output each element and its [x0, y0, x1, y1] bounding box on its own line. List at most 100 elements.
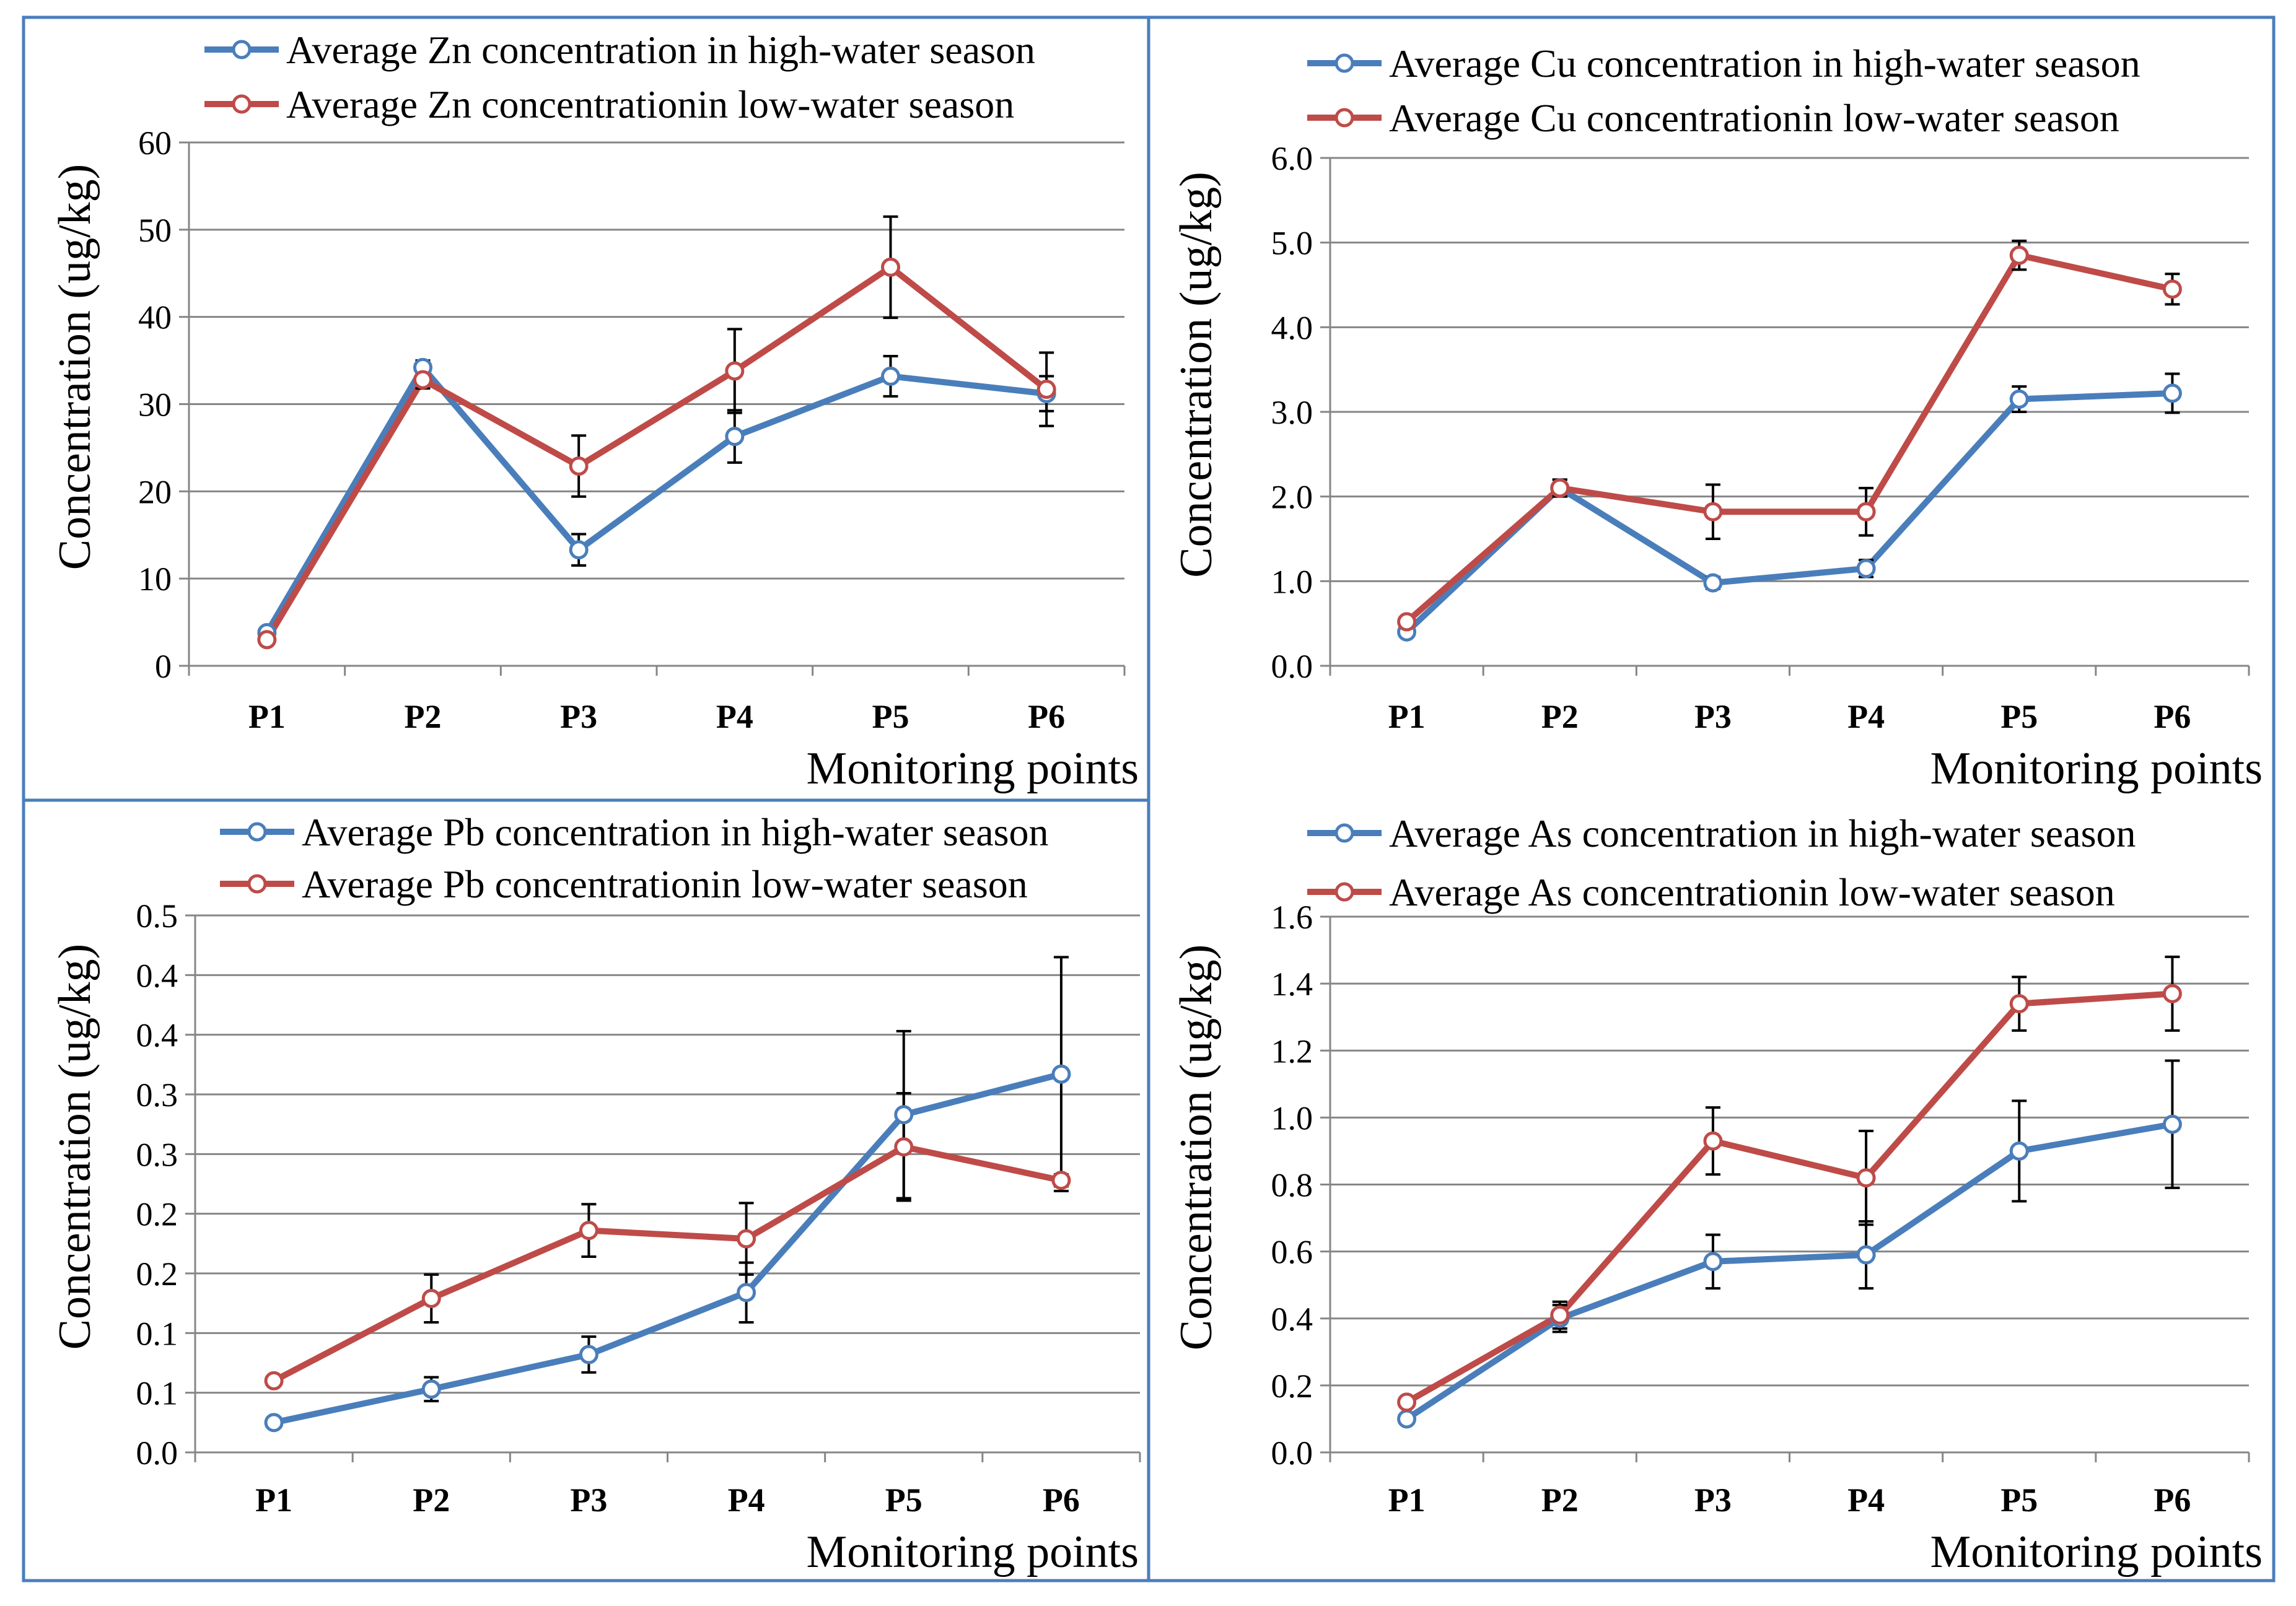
y-tick-label: 0.4	[136, 957, 178, 994]
y-tick-label: 1.2	[1271, 1032, 1313, 1070]
y-tick-label: 30	[138, 386, 172, 424]
data-point-low	[2162, 984, 2182, 1003]
data-point-high	[2162, 1114, 2182, 1134]
x-tick-label: P6	[1043, 1482, 1080, 1519]
data-point-low	[1550, 478, 1570, 498]
data-point-low	[1051, 1171, 1071, 1190]
y-tick-label: 0.2	[136, 1196, 178, 1233]
y-tick-label: 1.0	[1271, 1099, 1313, 1137]
legend-label-high: Average Pb concentration in high-water s…	[302, 810, 1049, 854]
x-axis-title: Monitoring points	[806, 1527, 1139, 1578]
data-point-low	[1397, 1392, 1417, 1412]
y-tick-label: 50	[138, 212, 172, 249]
y-tick-label: 5.0	[1271, 225, 1313, 262]
data-point-low	[421, 1288, 441, 1308]
x-tick-label: P3	[560, 698, 597, 735]
y-tick-label: 1.6	[1271, 899, 1313, 936]
series-line-low	[264, 264, 1049, 642]
data-point-high	[264, 1413, 284, 1433]
y-tick-label: 1.0	[1271, 563, 1313, 600]
y-tick-label: 0.3	[136, 1136, 178, 1173]
legend-marker-low	[247, 874, 267, 894]
y-axis-title: Concentration (ug/kg)	[50, 944, 100, 1350]
y-tick-label: 40	[138, 299, 172, 336]
x-tick-label: P2	[1541, 1482, 1579, 1519]
y-tick-label: 0.6	[1271, 1234, 1313, 1271]
chart-panel-pb: 0.0 0.1 0.1 0.2 0.2 0.3 0.3 0.4 0.4 0.5 P1 P2 P3 P4 P5…	[50, 810, 1141, 1578]
y-tick-label: 0.0	[1271, 1434, 1313, 1472]
data-point-high	[1856, 1245, 1876, 1265]
data-point-low	[1703, 502, 1723, 522]
y-tick-label: 0.2	[1271, 1368, 1313, 1405]
legend-label-high: Average As concentration in high-water s…	[1389, 811, 2136, 855]
x-tick-label: P1	[255, 1482, 292, 1519]
chart-panel-as: 0.0 0.2 0.4 0.6 0.8 1.0 1.2 1.4 1.6 P1 P2 P3 P4 P5 P6 C…	[1171, 811, 2263, 1578]
y-tick-label: 60	[138, 124, 172, 162]
chart-panel-zn: 0 10 20 30 40 50 60 P1 P2 P3 P4 P5 P6 Concentration (…	[50, 28, 1139, 794]
y-tick-label: 0.8	[1271, 1167, 1313, 1204]
data-point-low	[737, 1229, 756, 1249]
x-axis-title: Monitoring points	[806, 743, 1139, 794]
data-point-high	[881, 366, 900, 386]
data-point-low	[1550, 1305, 1570, 1325]
data-point-high	[1397, 1409, 1417, 1429]
x-axis-title: Monitoring points	[1930, 1527, 2263, 1578]
data-point-low	[1856, 502, 1876, 522]
series-line-low	[272, 1143, 1062, 1384]
legend-label-low: Average Zn concentrationin low-water sea…	[286, 82, 1014, 126]
series-line-low	[1405, 990, 2173, 1405]
legend-marker-high	[1334, 823, 1354, 843]
y-tick-label: 1.4	[1271, 966, 1313, 1003]
x-tick-label: P5	[2000, 1482, 2038, 1519]
data-point-high	[737, 1283, 756, 1303]
data-point-high	[2009, 390, 2029, 409]
y-tick-label: 0.3	[136, 1076, 178, 1114]
data-point-high	[1703, 1252, 1723, 1272]
x-tick-label: P2	[413, 1482, 450, 1519]
y-tick-label: 0	[155, 648, 172, 685]
data-point-low	[881, 257, 900, 277]
series-line-high	[264, 364, 1047, 635]
y-tick-label: 3.0	[1271, 394, 1313, 431]
y-tick-label: 0.0	[136, 1434, 178, 1472]
x-tick-label: P4	[1847, 1482, 1885, 1519]
x-tick-label: P4	[716, 698, 753, 735]
x-tick-label: P1	[1388, 1482, 1426, 1519]
data-point-high	[1703, 573, 1723, 593]
data-point-high	[894, 1105, 914, 1125]
y-tick-label: 2.0	[1271, 479, 1313, 516]
x-tick-label: P6	[2154, 698, 2191, 735]
data-point-high	[725, 427, 745, 447]
data-point-high	[569, 540, 589, 560]
y-tick-label: 10	[138, 561, 172, 598]
x-axis-title: Monitoring points	[1930, 743, 2263, 794]
data-point-low	[894, 1137, 914, 1157]
y-tick-label: 4.0	[1271, 309, 1313, 346]
x-tick-label: P6	[1028, 698, 1065, 735]
data-point-high	[2162, 383, 2182, 403]
legend-marker-low	[1334, 108, 1354, 128]
legend-marker-high	[1334, 53, 1354, 73]
data-point-low	[725, 361, 745, 381]
y-tick-label: 0.4	[1271, 1301, 1313, 1338]
x-tick-label: P3	[1694, 698, 1732, 735]
chart-panel-cu: 0.0 1.0 2.0 3.0 4.0 5.0 6.0 P1 P2 P3 P4 P5 P6 Concent…	[1171, 41, 2263, 794]
figure-frame-right	[1147, 15, 2276, 1582]
legend-label-low: Average As concentrationin low-water sea…	[1389, 870, 2115, 914]
data-point-high	[579, 1345, 598, 1364]
x-tick-label: P3	[570, 1482, 607, 1519]
x-tick-label: P5	[885, 1482, 922, 1519]
legend-label-low: Average Pb concentrationin low-water sea…	[302, 862, 1028, 906]
y-tick-label: 0.0	[1271, 648, 1313, 685]
data-point-low	[2009, 994, 2029, 1014]
y-tick-label: 0.4	[136, 1017, 178, 1054]
data-point-low	[569, 456, 589, 476]
x-tick-label: P4	[1847, 698, 1885, 735]
x-tick-label: P5	[872, 698, 909, 735]
data-point-low	[2162, 279, 2182, 299]
data-point-low	[264, 1371, 284, 1390]
x-tick-label: P5	[2000, 698, 2038, 735]
y-tick-label: 20	[138, 473, 172, 510]
series-line-high	[273, 1071, 1063, 1426]
